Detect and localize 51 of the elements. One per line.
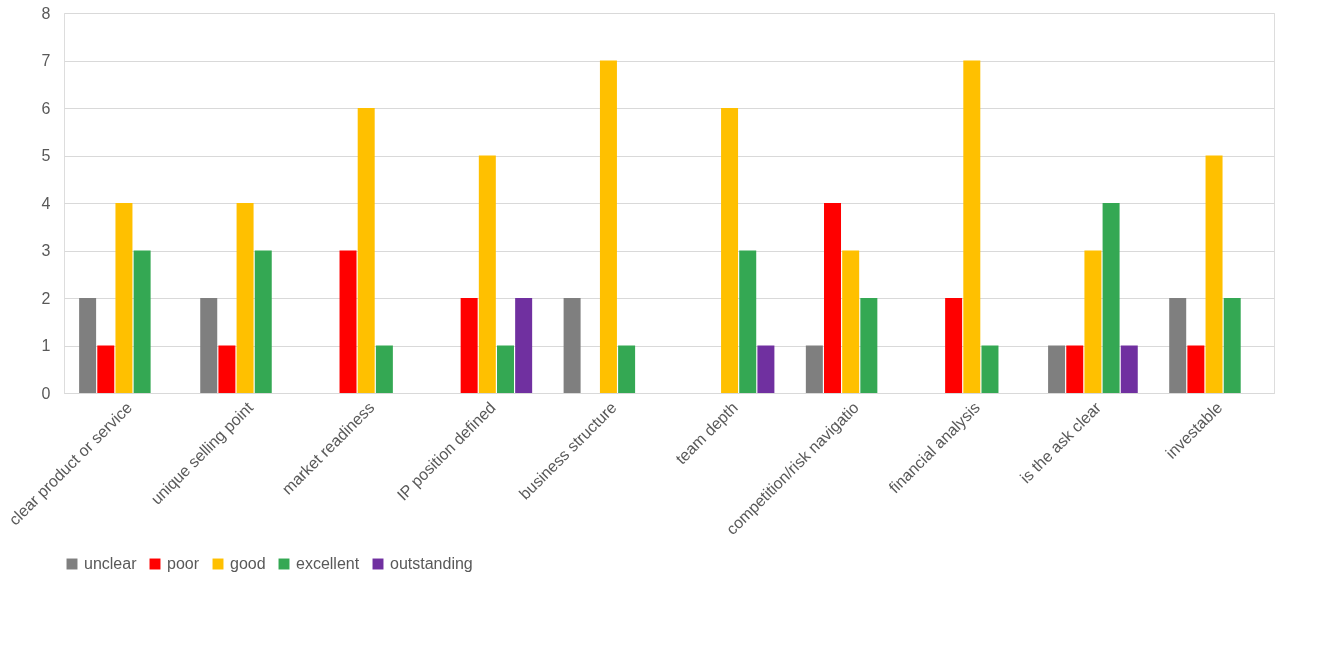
legend-label: excellent — [296, 555, 360, 572]
bar — [842, 250, 860, 393]
legend-label: good — [230, 555, 266, 572]
legend-label: outstanding — [390, 555, 473, 572]
bar — [1205, 155, 1223, 393]
bar — [563, 298, 581, 393]
bar — [375, 345, 393, 393]
y-tick-label: 0 — [41, 384, 51, 402]
bar — [339, 250, 357, 393]
bar — [496, 345, 514, 393]
bar — [963, 60, 981, 393]
bar — [739, 250, 757, 393]
y-tick-label: 2 — [41, 289, 51, 307]
bar — [254, 250, 272, 393]
bar — [478, 155, 496, 393]
bar — [805, 345, 823, 393]
bar — [860, 298, 878, 393]
bar — [945, 298, 963, 393]
bar — [115, 203, 133, 393]
bar — [460, 298, 478, 393]
bar — [618, 345, 636, 393]
bar — [1084, 250, 1102, 393]
bar — [981, 345, 999, 393]
bar — [133, 250, 151, 393]
bar — [1120, 345, 1138, 393]
bar — [721, 108, 739, 393]
y-tick-label: 5 — [41, 147, 51, 164]
bar — [599, 60, 617, 393]
y-tick-label: 8 — [41, 4, 51, 22]
y-tick-label: 1 — [41, 337, 51, 354]
bar — [1169, 298, 1187, 393]
y-tick-label: 3 — [41, 242, 51, 259]
bar — [1048, 345, 1066, 393]
bar — [236, 203, 254, 393]
bar — [515, 298, 533, 393]
bar — [97, 345, 115, 393]
bar — [757, 345, 775, 393]
bar — [357, 108, 375, 393]
legend-label: unclear — [84, 555, 138, 572]
bar — [1102, 203, 1120, 393]
legend-label: poor — [167, 555, 200, 572]
y-tick-label: 6 — [41, 99, 51, 117]
bar — [200, 298, 218, 393]
y-tick-label: 7 — [41, 52, 51, 69]
bar — [79, 298, 97, 393]
bar — [1066, 345, 1084, 393]
bar — [1223, 298, 1241, 393]
bar — [218, 345, 236, 393]
y-tick-label: 4 — [41, 194, 51, 212]
bar — [1187, 345, 1205, 393]
bar — [824, 203, 842, 393]
